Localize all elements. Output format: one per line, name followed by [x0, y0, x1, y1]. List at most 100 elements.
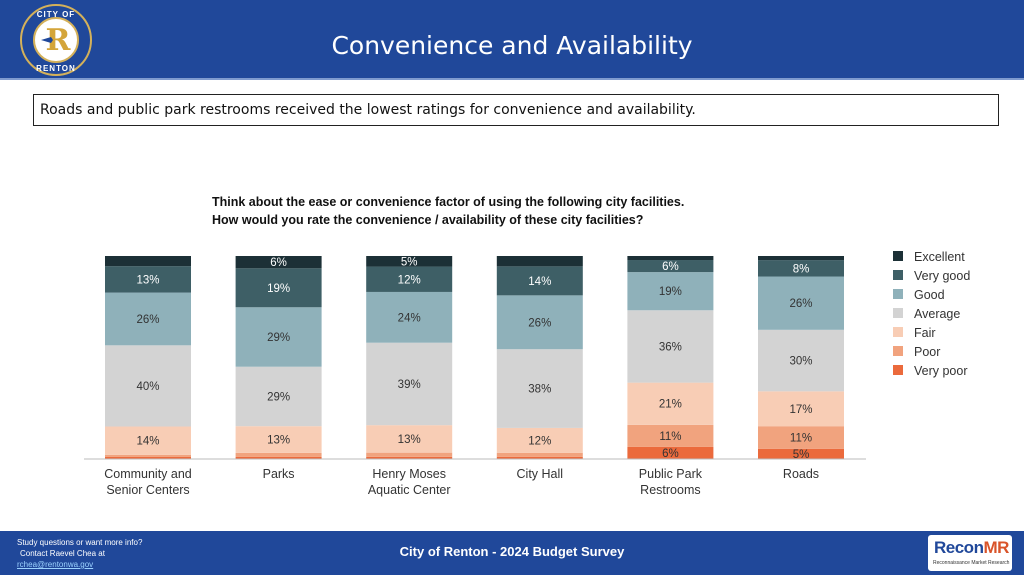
category-label: Public Park — [639, 467, 703, 481]
data-label: 36% — [659, 341, 682, 353]
chart-subtitle: How would you rate the convenience / ava… — [212, 213, 643, 227]
legend-swatch-very-good — [893, 270, 903, 280]
category-label: Roads — [783, 467, 819, 481]
bar-excellent — [496, 256, 583, 267]
brand-name: Recon — [934, 538, 984, 557]
bar-good — [627, 272, 714, 311]
data-label: 6% — [270, 257, 287, 269]
data-label: 24% — [398, 312, 421, 324]
legend-swatch-excellent — [893, 251, 903, 261]
bar-good — [496, 295, 583, 350]
svg-text:RENTON: RENTON — [36, 64, 76, 73]
bar-poor — [496, 452, 583, 457]
data-label: 30% — [789, 356, 812, 368]
bar-excellent — [758, 256, 844, 261]
data-label: 11% — [659, 431, 681, 443]
bar-good — [105, 292, 191, 346]
bar-very-poor — [758, 448, 844, 459]
bar-average — [235, 366, 322, 427]
data-label: 19% — [659, 286, 682, 298]
contact-line-2: Contact Raevel Chea at — [20, 549, 105, 558]
data-label: 11% — [790, 432, 812, 444]
bar-very-good — [105, 266, 191, 293]
category-label: Senior Centers — [106, 483, 189, 497]
footer-bar: Study questions or want more info? Conta… — [0, 531, 1024, 575]
contact-email-link[interactable]: rchea@rentonwa.gov — [17, 560, 94, 569]
data-label: 17% — [789, 404, 812, 416]
data-label: 39% — [398, 379, 421, 391]
bar-excellent — [105, 256, 191, 267]
key-finding-callout: Roads and public park restrooms received… — [33, 94, 999, 126]
page-title: Convenience and Availability — [331, 31, 693, 60]
category-label: Henry Moses — [372, 467, 446, 481]
header-bar: CITY OF RENTON R Convenience and Availab… — [0, 0, 1024, 80]
bar-fair — [627, 382, 714, 425]
category-label: Aquatic Center — [368, 483, 451, 497]
category-label: City Hall — [517, 467, 564, 481]
data-label: 21% — [659, 399, 682, 411]
bar-poor — [105, 454, 191, 457]
bar-very-good — [627, 260, 714, 273]
bar-excellent — [235, 256, 322, 269]
data-label: 5% — [401, 256, 418, 268]
bar-poor — [235, 452, 322, 457]
legend-label: Good — [914, 288, 945, 302]
data-label: 13% — [136, 274, 159, 286]
bar-fair — [496, 427, 583, 453]
reconmr-logo: ReconMR Reconnaissance Market Research — [928, 535, 1012, 571]
data-label: 29% — [267, 332, 290, 344]
legend-label: Average — [914, 307, 960, 321]
bar-good — [235, 307, 322, 367]
bar-fair — [105, 426, 191, 455]
data-label: 6% — [662, 448, 679, 460]
bar-poor — [366, 452, 453, 457]
legend-label: Excellent — [914, 250, 965, 264]
bar-very-good — [496, 266, 583, 296]
category-label: Parks — [263, 467, 295, 481]
contact-info: Study questions or want more info? Conta… — [17, 537, 142, 570]
legend-swatch-poor — [893, 346, 903, 356]
legend-swatch-average — [893, 308, 903, 318]
data-label: 19% — [267, 283, 290, 295]
bar-poor — [758, 426, 844, 449]
legend-swatch-fair — [893, 327, 903, 337]
bar-average — [105, 345, 191, 427]
bar-very-poor — [366, 456, 453, 459]
contact-line-1: Study questions or want more info? — [17, 538, 143, 547]
bar-very-poor — [627, 446, 714, 459]
data-label: 26% — [789, 298, 812, 310]
bar-fair — [235, 426, 322, 453]
data-label: 29% — [267, 391, 290, 403]
bar-average — [366, 342, 453, 426]
bar-fair — [758, 391, 844, 427]
bar-very-good — [366, 266, 453, 292]
bar-excellent — [366, 256, 453, 267]
bar-very-poor — [235, 456, 322, 459]
data-label: 6% — [662, 261, 679, 273]
data-label: 26% — [136, 314, 159, 326]
svg-text:CITY OF: CITY OF — [37, 10, 75, 19]
bar-good — [366, 291, 453, 343]
category-label: Community and — [104, 467, 192, 481]
data-label: 38% — [528, 384, 551, 396]
city-of-renton-logo: CITY OF RENTON R — [20, 4, 92, 76]
stacked-bar-chart: Think about the ease or convenience fact… — [84, 195, 970, 497]
bar-good — [758, 276, 844, 330]
brand-tagline: Reconnaissance Market Research — [933, 560, 1010, 566]
data-label: 5% — [793, 449, 810, 461]
data-label: 12% — [398, 274, 421, 286]
legend-label: Very good — [914, 269, 970, 283]
category-label: Restrooms — [640, 483, 700, 497]
data-label: 40% — [136, 381, 159, 393]
bar-poor — [627, 424, 714, 447]
bar-fair — [366, 425, 453, 453]
data-label: 13% — [398, 434, 421, 446]
legend-label: Fair — [914, 326, 936, 340]
legend-label: Poor — [914, 345, 940, 359]
survey-title: City of Renton - 2024 Budget Survey — [399, 544, 625, 559]
bar-average — [496, 349, 583, 428]
bar-average — [758, 329, 844, 392]
bar-very-good — [235, 268, 322, 308]
brand-suffix: MR — [983, 538, 1009, 557]
legend-swatch-very-poor — [893, 365, 903, 375]
